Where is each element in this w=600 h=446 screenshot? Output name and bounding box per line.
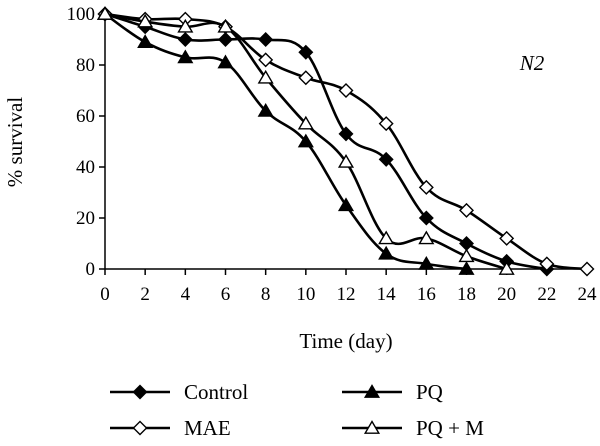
x-tick-label: 12 bbox=[337, 284, 356, 305]
legend-marker bbox=[132, 420, 148, 436]
legend-label: PQ + M bbox=[416, 416, 484, 440]
series-pq-m bbox=[96, 6, 515, 275]
legend-label: MAE bbox=[184, 416, 231, 440]
y-tick-label: 100 bbox=[67, 4, 96, 25]
x-tick-label: 6 bbox=[221, 284, 231, 305]
data-point bbox=[498, 261, 515, 275]
legend-item: MAE bbox=[110, 416, 231, 440]
series-layer bbox=[96, 6, 595, 277]
legend-item: PQ + M bbox=[342, 416, 484, 440]
data-point bbox=[298, 44, 314, 60]
data-point bbox=[258, 32, 274, 47]
data-point bbox=[459, 236, 474, 251]
legend-label: Control bbox=[184, 380, 248, 404]
data-point bbox=[338, 83, 354, 98]
data-point bbox=[96, 6, 114, 20]
x-tick-label: 18 bbox=[457, 284, 476, 305]
x-tick-label: 14 bbox=[377, 284, 397, 305]
series-mae bbox=[97, 6, 595, 277]
x-tick-label: 16 bbox=[417, 284, 436, 305]
data-point bbox=[177, 18, 194, 33]
data-point bbox=[177, 49, 194, 64]
chart-annotation: N2 bbox=[519, 51, 545, 75]
data-point bbox=[337, 197, 355, 212]
data-point bbox=[378, 151, 394, 167]
data-point bbox=[257, 69, 274, 84]
legend-item: PQ bbox=[342, 380, 443, 404]
data-point bbox=[137, 34, 154, 48]
x-tick-label: 2 bbox=[140, 284, 150, 305]
data-point bbox=[337, 154, 355, 168]
data-point bbox=[539, 256, 555, 272]
y-tick-label: 0 bbox=[86, 259, 96, 280]
data-point bbox=[499, 230, 515, 246]
data-point bbox=[458, 261, 475, 275]
data-point bbox=[257, 103, 274, 117]
y-tick-label: 20 bbox=[76, 208, 95, 229]
data-point bbox=[258, 52, 274, 68]
data-point bbox=[418, 256, 435, 270]
series-line bbox=[104, 12, 588, 271]
data-point bbox=[458, 248, 475, 263]
data-point bbox=[579, 261, 595, 277]
data-point bbox=[418, 210, 434, 226]
y-tick-label: 60 bbox=[76, 106, 95, 127]
x-tick-label: 0 bbox=[100, 284, 110, 305]
data-point bbox=[378, 245, 395, 260]
data-point bbox=[218, 32, 233, 47]
legend-marker bbox=[363, 420, 381, 434]
legend-marker bbox=[132, 384, 148, 400]
data-point bbox=[378, 116, 394, 132]
axes bbox=[104, 14, 587, 270]
data-point bbox=[297, 133, 314, 148]
x-tick-label: 10 bbox=[296, 284, 315, 305]
data-point bbox=[418, 230, 435, 245]
x-axis-title: Time (day) bbox=[299, 329, 392, 353]
data-point bbox=[217, 18, 234, 33]
series-pq bbox=[96, 6, 475, 275]
data-point bbox=[338, 126, 354, 142]
x-tick-label: 20 bbox=[497, 284, 516, 305]
x-tick-label: 24 bbox=[578, 284, 598, 305]
data-point bbox=[137, 13, 154, 28]
data-point bbox=[418, 179, 434, 195]
data-point bbox=[378, 230, 395, 245]
x-tick-label: 4 bbox=[181, 284, 191, 305]
x-tick-label: 8 bbox=[261, 284, 271, 305]
legend-label: PQ bbox=[416, 380, 443, 404]
legend-item: Control bbox=[110, 380, 248, 404]
y-axis-title: % survival bbox=[3, 97, 27, 188]
data-point bbox=[459, 202, 474, 218]
data-point bbox=[177, 32, 193, 47]
data-point bbox=[297, 115, 314, 130]
legend-marker bbox=[363, 384, 381, 398]
y-tick-label: 80 bbox=[76, 55, 95, 76]
y-tick-label: 40 bbox=[76, 157, 95, 178]
legend: Control MAE PQ PQ + M bbox=[110, 380, 484, 440]
series-line bbox=[104, 12, 467, 271]
data-point bbox=[217, 54, 234, 69]
data-point bbox=[298, 70, 314, 86]
x-tick-label: 22 bbox=[537, 284, 556, 305]
